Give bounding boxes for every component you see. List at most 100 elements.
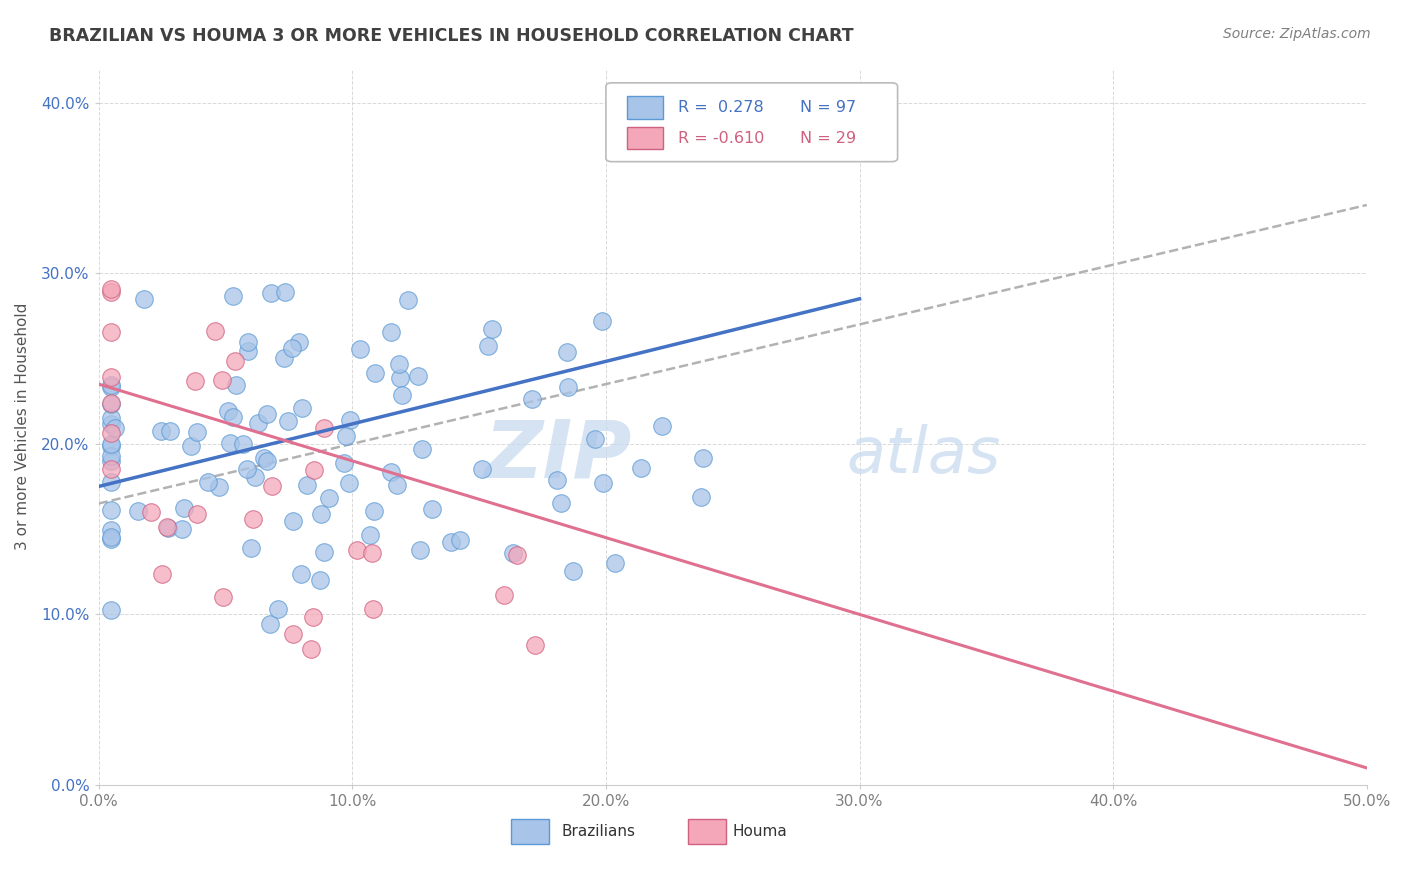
Point — [312, 545, 335, 559]
Point — [592, 476, 614, 491]
Point — [150, 567, 173, 582]
Point — [256, 407, 278, 421]
Point — [277, 414, 299, 428]
Text: N = 29: N = 29 — [800, 130, 856, 145]
Point — [406, 369, 429, 384]
Point — [100, 603, 122, 617]
Point — [267, 602, 290, 616]
Point — [359, 528, 381, 542]
Point — [217, 403, 239, 417]
Point — [280, 341, 302, 355]
Point — [380, 465, 402, 479]
Point — [309, 507, 332, 521]
Point — [100, 532, 122, 546]
Point — [502, 546, 524, 560]
Point — [335, 429, 357, 443]
Point — [262, 478, 284, 492]
Point — [186, 507, 208, 521]
Point — [302, 463, 325, 477]
Point — [385, 478, 408, 492]
Point — [225, 378, 247, 392]
Point — [218, 435, 240, 450]
Text: Brazilians: Brazilians — [561, 824, 636, 839]
Point — [346, 542, 368, 557]
Point — [492, 588, 515, 602]
Bar — [689, 820, 727, 844]
Point — [557, 345, 579, 359]
Point — [156, 520, 179, 534]
Point — [389, 371, 412, 385]
Point — [224, 354, 246, 368]
Point — [420, 502, 443, 516]
Point — [100, 530, 122, 544]
Point — [222, 409, 245, 424]
Point — [546, 473, 568, 487]
Point — [100, 396, 122, 410]
Point — [240, 541, 263, 555]
Point — [481, 322, 503, 336]
Point — [260, 286, 283, 301]
Point — [197, 475, 219, 490]
Point — [100, 503, 122, 517]
Text: R = -0.610: R = -0.610 — [678, 130, 765, 145]
Point — [156, 520, 179, 534]
Point — [170, 522, 193, 536]
Point — [104, 421, 127, 435]
Point — [100, 377, 122, 392]
Text: ZIP: ZIP — [484, 417, 631, 494]
Point — [692, 450, 714, 465]
Point — [308, 573, 330, 587]
Point — [380, 326, 402, 340]
Point — [591, 314, 613, 328]
Point — [361, 601, 384, 615]
Point — [100, 370, 122, 384]
Point — [256, 453, 278, 467]
Point — [100, 326, 122, 340]
Point — [396, 293, 419, 307]
Point — [318, 491, 340, 506]
Text: N = 97: N = 97 — [800, 100, 856, 115]
Point — [411, 442, 433, 457]
Point — [222, 289, 245, 303]
Point — [100, 417, 122, 432]
Point — [630, 461, 652, 475]
Point — [100, 396, 122, 410]
Bar — [627, 95, 664, 119]
Point — [290, 566, 312, 581]
Point — [299, 642, 322, 657]
Point — [100, 411, 122, 425]
Point — [297, 478, 319, 492]
Point — [132, 293, 155, 307]
Point — [440, 535, 463, 549]
Point — [363, 504, 385, 518]
Point — [259, 617, 281, 632]
Point — [550, 496, 572, 510]
Point — [288, 334, 311, 349]
Text: BRAZILIAN VS HOUMA 3 OR MORE VEHICLES IN HOUSEHOLD CORRELATION CHART: BRAZILIAN VS HOUMA 3 OR MORE VEHICLES IN… — [49, 27, 853, 45]
Point — [364, 366, 387, 380]
Point — [689, 490, 711, 504]
Point — [281, 627, 304, 641]
Text: Source: ZipAtlas.com: Source: ZipAtlas.com — [1223, 27, 1371, 41]
Point — [274, 285, 297, 299]
Point — [291, 401, 314, 416]
Point — [243, 469, 266, 483]
Point — [332, 456, 354, 470]
Point — [273, 351, 295, 365]
Point — [150, 424, 173, 438]
Point — [186, 425, 208, 439]
Point — [100, 436, 122, 450]
Point — [100, 461, 122, 475]
Text: R =  0.278: R = 0.278 — [678, 100, 763, 115]
Point — [477, 339, 499, 353]
Point — [211, 373, 233, 387]
Point — [100, 285, 122, 299]
Point — [242, 512, 264, 526]
Point — [562, 564, 585, 578]
Point — [184, 374, 207, 388]
Point — [100, 379, 122, 393]
Point — [173, 501, 195, 516]
Point — [388, 357, 411, 371]
Point — [471, 461, 494, 475]
Point — [409, 542, 432, 557]
